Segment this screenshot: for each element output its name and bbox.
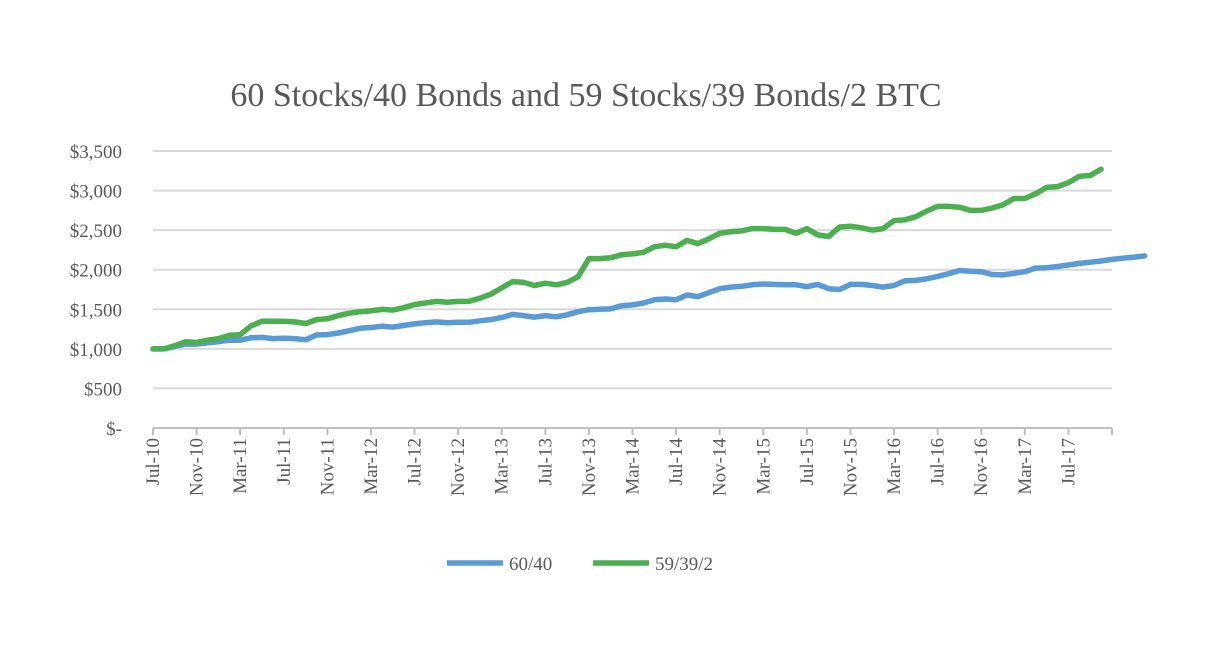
x-tick-label: Nov-15 xyxy=(840,438,861,496)
x-tick-label: Mar-13 xyxy=(492,438,513,495)
y-tick-label: $1,000 xyxy=(70,340,122,361)
x-tick-label: Nov-10 xyxy=(187,438,208,496)
y-tick-label: $1,500 xyxy=(70,300,122,321)
x-tick-label: Mar-14 xyxy=(623,438,644,495)
x-tick-label: Nov-16 xyxy=(971,438,992,496)
x-tick-label: Jul-10 xyxy=(143,438,164,486)
chart-title: 60 Stocks/40 Bonds and 59 Stocks/39 Bond… xyxy=(230,77,941,114)
x-tick-label: Jul-14 xyxy=(666,438,687,486)
x-tick-label: Jul-17 xyxy=(1058,438,1079,486)
x-tick-label: Nov-14 xyxy=(710,438,731,497)
x-tick-label: Nov-11 xyxy=(317,438,338,495)
x-tick-label: Mar-15 xyxy=(753,438,774,495)
legend-label: 60/40 xyxy=(509,554,552,575)
x-tick-label: Mar-16 xyxy=(884,438,905,495)
y-tick-label: $3,000 xyxy=(70,182,122,203)
y-tick-label: $2,000 xyxy=(70,261,122,282)
x-tick-label: Mar-11 xyxy=(230,438,251,494)
y-tick-label: $2,500 xyxy=(70,221,122,242)
series-lines xyxy=(150,166,1148,352)
y-tick-label: $500 xyxy=(84,379,122,400)
x-tick-label: Jul-11 xyxy=(274,438,295,485)
x-tick-label: Nov-13 xyxy=(579,438,600,496)
gridlines xyxy=(153,150,1112,390)
legend-label: 59/39/2 xyxy=(655,554,713,575)
x-tick-label: Mar-17 xyxy=(1015,438,1036,495)
x-tick-label: Mar-12 xyxy=(361,438,382,495)
series-line-60-40 xyxy=(150,253,1148,352)
y-tick-label: $3,500 xyxy=(70,142,122,163)
x-tick-label: Jul-16 xyxy=(928,438,949,486)
x-tick-label: Nov-12 xyxy=(448,438,469,496)
x-tick-label: Jul-15 xyxy=(797,438,818,486)
legend: 60/40 59/39/2 xyxy=(447,554,713,575)
y-tick-label: $- xyxy=(106,419,122,440)
x-tick-label: Jul-12 xyxy=(405,438,426,486)
series-line-59-39-2 xyxy=(150,166,1104,352)
x-axis: Jul-10 Nov-10 Mar-11 Jul-11 Nov-11 Mar-12 Jul-… xyxy=(143,427,1113,497)
x-tick-label: Jul-13 xyxy=(535,438,556,486)
y-axis-ticks: $- $500 $1,000 $1,500 $2,000 $2,500 $3,000 $3,5… xyxy=(70,142,122,440)
